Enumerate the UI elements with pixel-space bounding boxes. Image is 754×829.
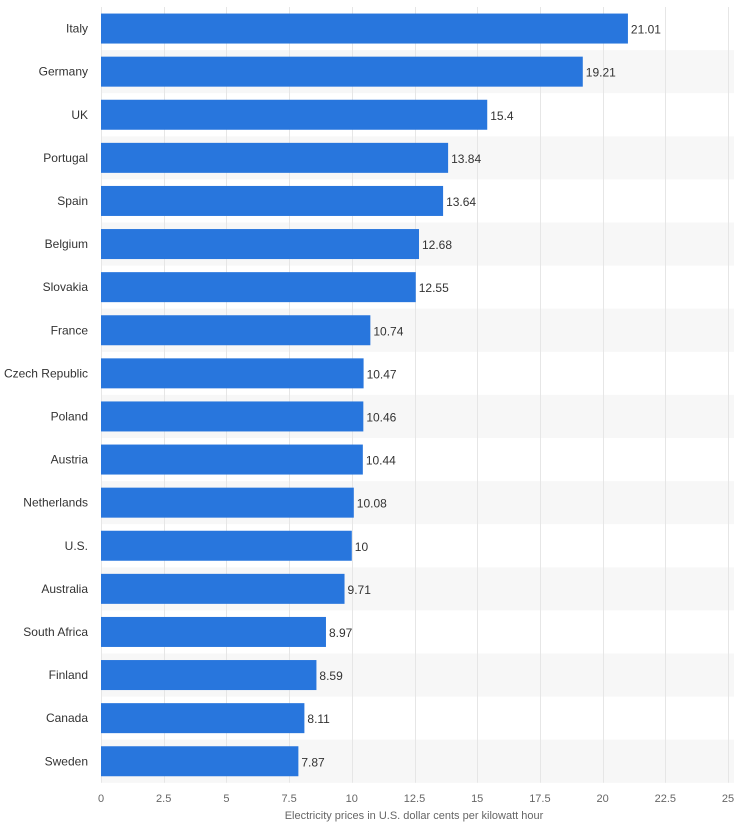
bar — [101, 444, 363, 475]
bar — [101, 703, 305, 734]
x-tick-label: 5 — [223, 793, 229, 805]
data-label: 13.84 — [451, 152, 481, 166]
x-tick-labels: 0 2.5 5 7.5 10 12.5 15 17.5 20 22.5 25 — [98, 793, 734, 805]
data-label: 19.21 — [586, 66, 616, 80]
bar — [101, 358, 364, 389]
category-label: France — [51, 323, 89, 337]
bar — [101, 185, 444, 216]
category-label: Czech Republic — [4, 366, 88, 380]
bar — [101, 487, 354, 518]
bars — [101, 13, 628, 777]
category-label: UK — [71, 108, 88, 122]
data-label: 9.71 — [348, 583, 372, 597]
category-label: Portugal — [43, 151, 88, 165]
value-labels: 21.01 19.21 15.4 13.84 13.64 12.68 12.55 10.74 1… — [301, 23, 661, 770]
bar — [101, 272, 416, 303]
data-label: 10.47 — [367, 367, 397, 381]
bar — [101, 660, 317, 691]
data-label: 12.68 — [422, 238, 452, 252]
x-tick-label: 2.5 — [156, 793, 171, 805]
data-label: 10 — [355, 540, 369, 554]
bar — [101, 229, 420, 260]
category-label: South Africa — [23, 625, 88, 639]
category-label: Spain — [57, 194, 88, 208]
data-label: 10.74 — [373, 324, 403, 338]
x-axis-title: Electricity prices in U.S. dollar cents … — [285, 810, 544, 822]
category-label: Italy — [66, 22, 88, 36]
category-label: Finland — [49, 668, 88, 682]
category-label: U.S. — [65, 539, 88, 553]
x-tick-label: 25 — [722, 793, 734, 805]
bar — [101, 746, 299, 777]
x-tick-label: 20 — [596, 793, 608, 805]
category-labels: Italy Germany UK Portugal Spain Belgium Slovak… — [4, 22, 88, 769]
x-tick-label: 15 — [471, 793, 483, 805]
category-label: Netherlands — [23, 496, 88, 510]
x-tick-label: 12.5 — [404, 793, 425, 805]
data-label: 10.08 — [357, 497, 387, 511]
bar — [101, 616, 326, 647]
category-label: Belgium — [45, 237, 88, 251]
category-label: Canada — [46, 711, 88, 725]
bar — [101, 530, 352, 561]
bar — [101, 573, 345, 604]
category-label: Sweden — [45, 754, 88, 768]
data-label: 12.55 — [419, 281, 449, 295]
data-label: 8.11 — [307, 712, 330, 726]
data-label: 7.87 — [301, 755, 325, 769]
bar — [101, 142, 449, 173]
data-label: 8.59 — [319, 669, 343, 683]
bar — [101, 56, 583, 87]
data-label: 21.01 — [631, 23, 661, 37]
category-label: Slovakia — [43, 280, 89, 294]
x-tick-label: 10 — [346, 793, 358, 805]
data-label: 13.64 — [446, 195, 476, 209]
x-tick-label: 7.5 — [281, 793, 296, 805]
category-label: Australia — [41, 582, 88, 596]
grid-lines — [101, 7, 729, 783]
data-label: 8.97 — [329, 626, 353, 640]
category-label: Austria — [51, 453, 89, 467]
data-label: 10.46 — [366, 410, 396, 424]
x-tick-label: 0 — [98, 793, 104, 805]
data-label: 10.44 — [366, 454, 396, 468]
data-label: 15.4 — [490, 109, 514, 123]
bar — [101, 315, 371, 346]
category-label: Germany — [39, 65, 88, 79]
bar — [101, 401, 364, 432]
x-tick-label: 17.5 — [529, 793, 550, 805]
category-label: Poland — [51, 409, 88, 423]
bar — [101, 13, 628, 44]
bar — [101, 99, 488, 130]
x-tick-label: 22.5 — [655, 793, 676, 805]
